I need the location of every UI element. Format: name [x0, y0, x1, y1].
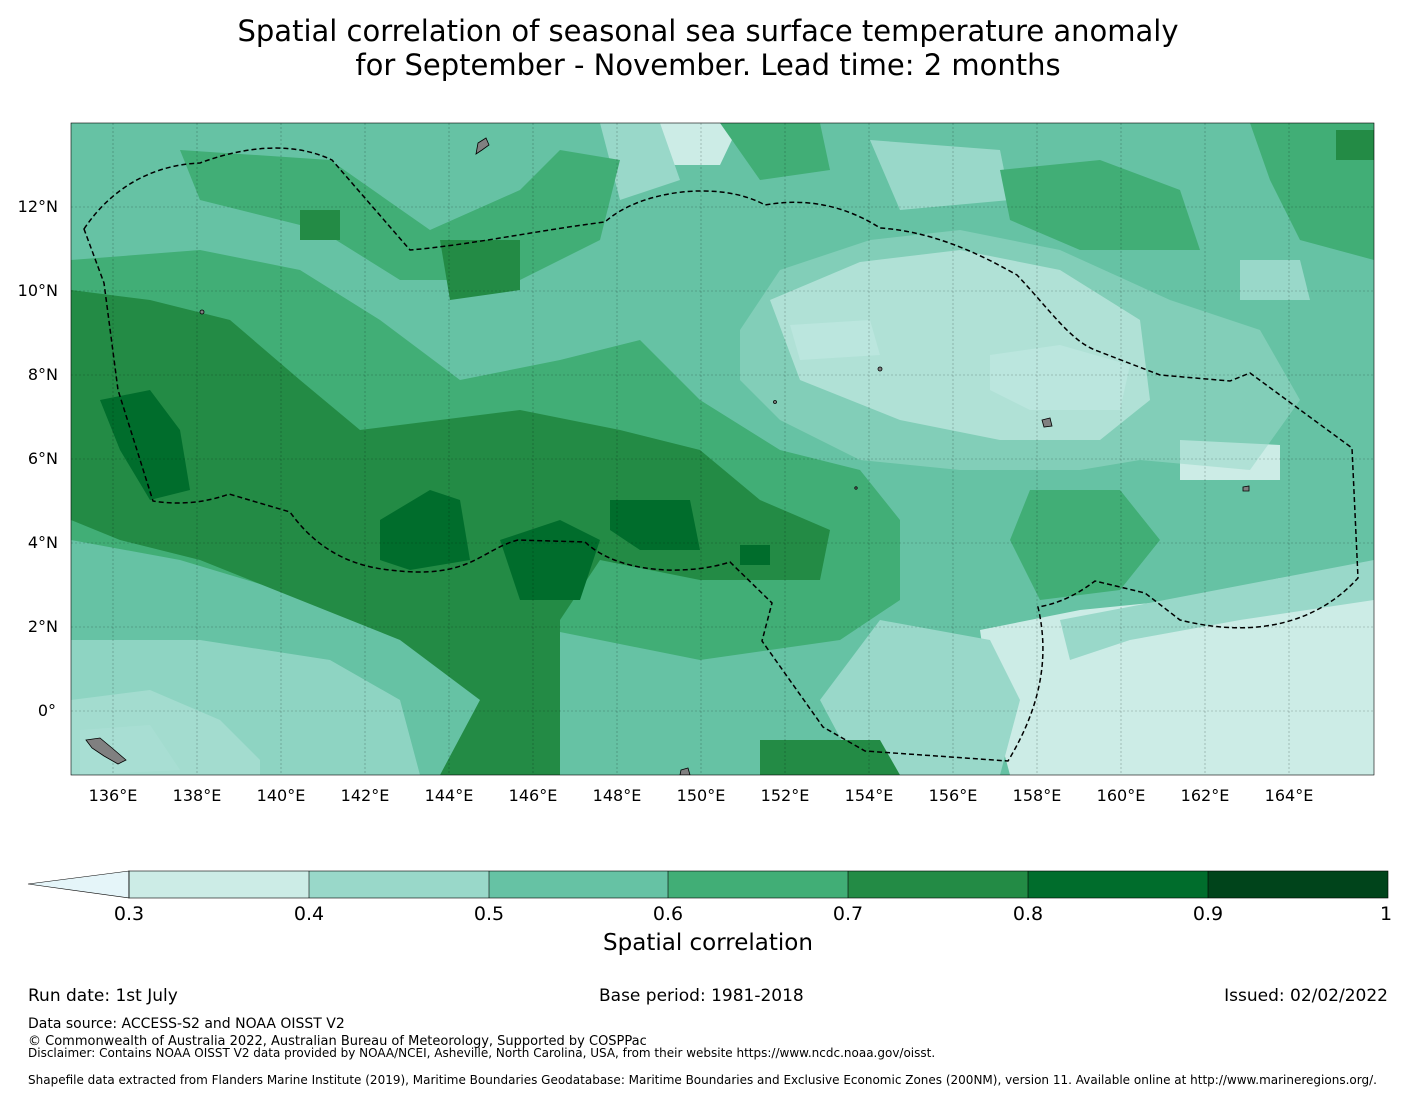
colorbar-bin — [848, 871, 1028, 898]
lon-tick: 160°E — [1097, 786, 1146, 805]
lon-tick: 164°E — [1265, 786, 1314, 805]
colorbar-bin — [309, 871, 489, 898]
map-field — [71, 123, 1374, 775]
lat-tick: 12°N — [18, 197, 58, 216]
lat-tick-labels: 12°N 10°N 8°N 6°N 4°N 2°N 0° — [18, 197, 58, 720]
colorbar-bin — [129, 871, 309, 898]
lon-tick: 140°E — [257, 786, 306, 805]
colorbar-extend-arrow — [27, 870, 130, 899]
run-date: Run date: 1st July — [28, 986, 178, 1006]
copyright: © Commonwealth of Australia 2022, Austra… — [28, 1034, 647, 1049]
colorbar-tick: 0.9 — [1193, 903, 1223, 925]
lon-tick: 162°E — [1181, 786, 1230, 805]
lon-tick: 148°E — [593, 786, 642, 805]
lon-tick: 142°E — [341, 786, 390, 805]
lat-tick: 4°N — [28, 533, 58, 552]
colorbar-tick: 0.3 — [114, 903, 144, 925]
disclaimer: Disclaimer: Contains NOAA OISST V2 data … — [28, 1046, 936, 1060]
lat-tick: 6°N — [28, 449, 58, 468]
colorbar-tick: 0.8 — [1013, 903, 1043, 925]
title-line-2: for September - November. Lead time: 2 m… — [355, 48, 1061, 82]
lat-tick: 0° — [38, 701, 56, 720]
colorbar-tick: 1 — [1380, 903, 1392, 925]
map-gridlines — [71, 123, 1374, 775]
land-masses — [85, 137, 1250, 775]
lon-tick: 136°E — [89, 786, 138, 805]
colorbar: 0.3 0.4 0.5 0.6 0.7 0.8 0.9 1 — [27, 870, 1392, 925]
lat-tick: 10°N — [18, 281, 58, 300]
lon-tick: 150°E — [677, 786, 726, 805]
lat-tick: 2°N — [28, 617, 58, 636]
lon-tick: 144°E — [425, 786, 474, 805]
colorbar-bin — [489, 871, 668, 898]
colorbar-tick: 0.6 — [653, 903, 683, 925]
lon-tick: 152°E — [761, 786, 810, 805]
colorbar-tick: 0.5 — [474, 903, 504, 925]
colorbar-bin — [1028, 871, 1208, 898]
title-line-1: Spatial correlation of seasonal sea surf… — [237, 14, 1179, 48]
lon-tick: 158°E — [1013, 786, 1062, 805]
base-period: Base period: 1981-2018 — [599, 986, 804, 1006]
colorbar-label: Spatial correlation — [603, 930, 813, 956]
colorbar-tick: 0.4 — [294, 903, 324, 925]
colorbar-bin — [668, 871, 848, 898]
lat-tick: 8°N — [28, 365, 58, 384]
chart-title: Spatial correlation of seasonal sea surf… — [0, 14, 1416, 82]
lon-tick: 156°E — [929, 786, 978, 805]
region-0.4-0.5 — [71, 123, 1374, 775]
shapefile-credit: Shapefile data extracted from Flanders M… — [28, 1073, 1377, 1087]
eez-boundaries — [83, 147, 1359, 762]
lon-tick: 154°E — [845, 786, 894, 805]
map-frame — [70, 122, 1375, 776]
data-source: Data source: ACCESS-S2 and NOAA OISST V2 — [28, 1016, 345, 1032]
lon-tick: 138°E — [173, 786, 222, 805]
issued-date: Issued: 02/02/2022 — [1224, 986, 1388, 1006]
lon-tick: 146°E — [509, 786, 558, 805]
colorbar-tick: 0.7 — [833, 903, 863, 925]
lon-tick-labels: 136°E 138°E 140°E 142°E 144°E 146°E 148°… — [89, 786, 1314, 805]
colorbar-bin — [1208, 871, 1388, 898]
